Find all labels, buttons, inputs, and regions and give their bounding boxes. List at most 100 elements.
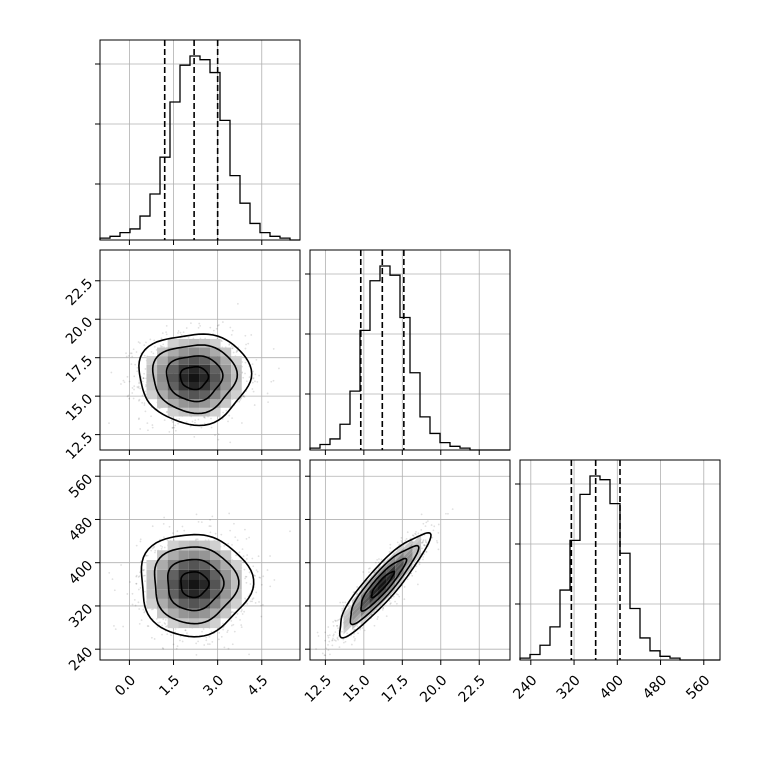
density-cell	[378, 569, 387, 583]
scatter-point	[244, 528, 246, 531]
scatter-point	[248, 376, 251, 378]
scatter-point	[161, 647, 164, 649]
density-cell	[395, 560, 404, 574]
scatter-point	[166, 633, 169, 635]
histogram-step-2	[519, 475, 720, 661]
scatter-point	[332, 637, 334, 640]
scatter-point	[378, 558, 380, 560]
scatter-point	[236, 350, 239, 353]
scatter-point	[255, 569, 258, 572]
scatter-point	[152, 352, 155, 355]
density-cell	[386, 564, 396, 578]
scatter-point	[235, 351, 238, 354]
scatter-point	[424, 541, 427, 543]
scatter-point	[381, 608, 384, 611]
density-cell	[352, 612, 361, 626]
scatter-point	[259, 576, 262, 579]
density-cell	[343, 621, 353, 635]
scatter-point	[327, 644, 329, 646]
scatter-point	[151, 547, 154, 550]
scatter-point	[227, 647, 230, 650]
density-cell	[167, 579, 179, 590]
density-cell	[352, 604, 361, 618]
density-cell	[188, 540, 200, 551]
scatter-point	[210, 630, 213, 633]
scatter-point	[125, 355, 128, 358]
scatter-point	[222, 411, 225, 414]
histogram-panel-1	[305, 249, 511, 455]
scatter-point	[139, 428, 142, 430]
scatter-point	[209, 525, 212, 528]
scatter-point	[214, 532, 217, 535]
density-cell	[157, 399, 168, 408]
scatter-point	[374, 561, 377, 564]
scatter-point	[332, 620, 335, 623]
scatter-point	[157, 621, 159, 624]
scatter-point	[156, 626, 159, 628]
scatter-point	[125, 352, 127, 355]
scatter-point	[161, 633, 163, 636]
scatter-point	[227, 629, 229, 632]
scatter-point	[415, 565, 418, 568]
scatter-point	[415, 533, 417, 536]
density-cell	[210, 598, 221, 609]
scatter-point	[158, 621, 161, 624]
scatter-point	[242, 395, 245, 398]
scatter-point	[230, 620, 233, 622]
scatter-point	[228, 343, 231, 346]
density-cell	[386, 581, 396, 595]
y-tick-label: 22.5	[63, 276, 96, 309]
scatter-point	[143, 568, 146, 571]
scatter-point	[406, 578, 409, 581]
contour-1.5sigma	[153, 546, 240, 625]
scatter-point	[151, 426, 154, 429]
scatter-point	[165, 625, 167, 628]
scatter-point	[315, 648, 317, 650]
y-tick-label: 320	[66, 601, 96, 631]
scatter-point	[127, 354, 130, 357]
scatter-point	[324, 639, 327, 642]
scatter-point	[341, 609, 343, 612]
scatter-point	[341, 608, 344, 610]
density-cell	[231, 560, 242, 570]
scatter-point	[177, 330, 180, 332]
scatter-point	[244, 361, 247, 364]
scatter-point	[240, 610, 243, 613]
scatter-point	[131, 603, 134, 606]
scatter-point	[432, 529, 435, 532]
scatter-point	[406, 531, 409, 534]
scatter-point	[163, 419, 166, 422]
density-cell	[403, 560, 413, 574]
scatter-point	[136, 386, 139, 388]
scatter-point	[130, 363, 133, 366]
scatter-point	[137, 588, 140, 591]
scatter-point	[142, 569, 144, 571]
x-tick-label: 12.5	[302, 672, 335, 705]
contour-1sigma	[165, 355, 224, 403]
density-cell	[360, 599, 370, 613]
panel-frame	[309, 459, 511, 661]
scatter-point	[146, 625, 149, 627]
scatter-point	[146, 554, 149, 557]
scatter-panel-0-1	[95, 249, 301, 455]
density-cell	[369, 573, 378, 587]
scatter-point	[147, 429, 149, 432]
scatter-point	[356, 586, 359, 588]
scatter-point	[309, 666, 311, 668]
scatter-point	[187, 337, 190, 339]
scatter-panel-1-2	[305, 459, 511, 668]
scatter-point	[153, 339, 156, 342]
density-cell	[220, 356, 232, 365]
scatter-point	[354, 638, 356, 640]
scatter-point	[174, 424, 177, 427]
scatter-point	[135, 575, 138, 578]
density-cell	[188, 347, 200, 357]
scatter-point	[269, 555, 271, 557]
scatter-point	[425, 521, 428, 524]
scatter-point	[278, 367, 280, 370]
scatter-point	[266, 392, 269, 395]
density-cell	[352, 595, 361, 609]
density-cell	[210, 364, 221, 374]
density-cell	[146, 364, 158, 374]
scatter-point	[420, 529, 423, 531]
